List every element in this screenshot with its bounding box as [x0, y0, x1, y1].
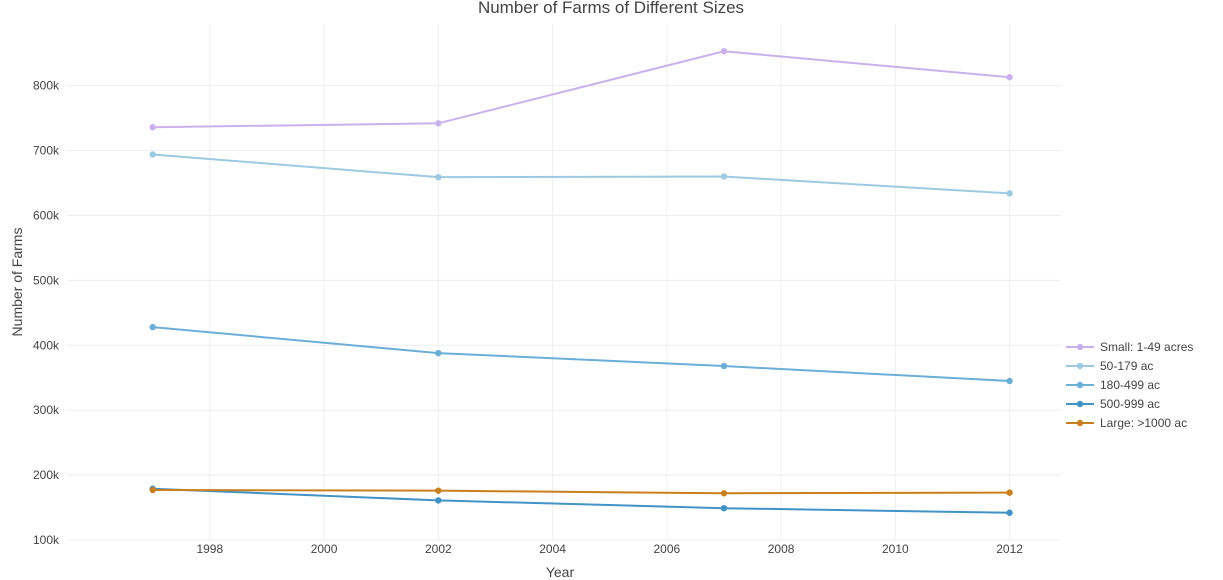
x-tick-label: 2002 [425, 542, 452, 556]
series-line [152, 487, 1010, 514]
data-point[interactable] [149, 151, 156, 158]
series-0 [149, 48, 1013, 131]
data-point[interactable] [149, 486, 156, 494]
series-line [152, 153, 1010, 195]
legend[interactable]: Small: 1-49 acres 50-179 ac 180-499 ac 500-… [1066, 340, 1193, 430]
series-line [152, 50, 1010, 129]
legend-label: 180-499 ac [1100, 378, 1160, 392]
y-tick-label: 800k [33, 79, 60, 93]
data-point[interactable] [435, 487, 442, 494]
data-point[interactable] [435, 173, 442, 181]
grid [67, 24, 1061, 541]
x-tick-label: 1998 [196, 542, 223, 556]
legend-marker [1076, 362, 1084, 370]
legend-item[interactable]: 50-179 ac [1066, 359, 1153, 373]
data-point[interactable] [720, 504, 728, 512]
x-tick-label: 2000 [311, 542, 338, 556]
legend-label: Large: >1000 ac [1100, 416, 1187, 430]
data-point[interactable] [1006, 190, 1013, 197]
series-line [152, 489, 1010, 495]
legend-item[interactable]: Large: >1000 ac [1066, 416, 1187, 430]
legend-item[interactable]: 180-499 ac [1066, 378, 1160, 392]
data-point[interactable] [149, 124, 156, 131]
legend-label: 500-999 ac [1100, 397, 1160, 411]
data-point[interactable] [1006, 509, 1013, 516]
x-tick-label: 2010 [882, 542, 909, 556]
x-axis-title: Year [546, 564, 575, 580]
series-line [152, 326, 1010, 382]
legend-marker [1076, 381, 1084, 389]
y-axis-title: Number of Farms [9, 228, 25, 337]
y-tick-label: 300k [33, 403, 60, 417]
legend-label: Small: 1-49 acres [1100, 340, 1193, 354]
y-tick-label: 700k [33, 144, 60, 158]
axis-ticks: 1998 2000 2002 2004 2006 2008 2010 2012 100k 200k… [33, 79, 1023, 556]
data-point[interactable] [720, 173, 728, 180]
data-point[interactable] [1006, 74, 1013, 81]
x-tick-label: 2006 [653, 542, 680, 556]
data-point[interactable] [720, 490, 728, 497]
data-point[interactable] [1006, 377, 1013, 385]
legend-marker [1076, 400, 1084, 408]
series-4 [149, 486, 1013, 497]
data-point[interactable] [149, 323, 156, 331]
legend-marker [1076, 419, 1084, 427]
series-1 [149, 151, 1013, 197]
y-tick-label: 100k [33, 533, 60, 547]
y-tick-label: 600k [33, 208, 60, 222]
legend-item[interactable]: 500-999 ac [1066, 397, 1160, 411]
data-point[interactable] [720, 362, 728, 370]
x-tick-label: 2012 [996, 542, 1023, 556]
data-point[interactable] [435, 120, 442, 127]
x-tick-label: 2004 [539, 542, 566, 556]
series-2 [149, 323, 1013, 385]
data-point[interactable] [1006, 489, 1013, 496]
data-point[interactable] [435, 349, 442, 357]
data-point[interactable] [435, 497, 442, 504]
y-tick-label: 500k [33, 273, 60, 287]
legend-item[interactable]: Small: 1-49 acres [1066, 340, 1193, 354]
chart-title: Number of Farms of Different Sizes [478, 0, 744, 17]
legend-marker [1076, 343, 1084, 351]
x-tick-label: 2008 [768, 542, 795, 556]
legend-label: 50-179 ac [1100, 359, 1153, 373]
series-lines [149, 48, 1013, 516]
data-point[interactable] [720, 48, 728, 55]
y-tick-label: 400k [33, 338, 60, 352]
y-tick-label: 200k [33, 468, 60, 482]
